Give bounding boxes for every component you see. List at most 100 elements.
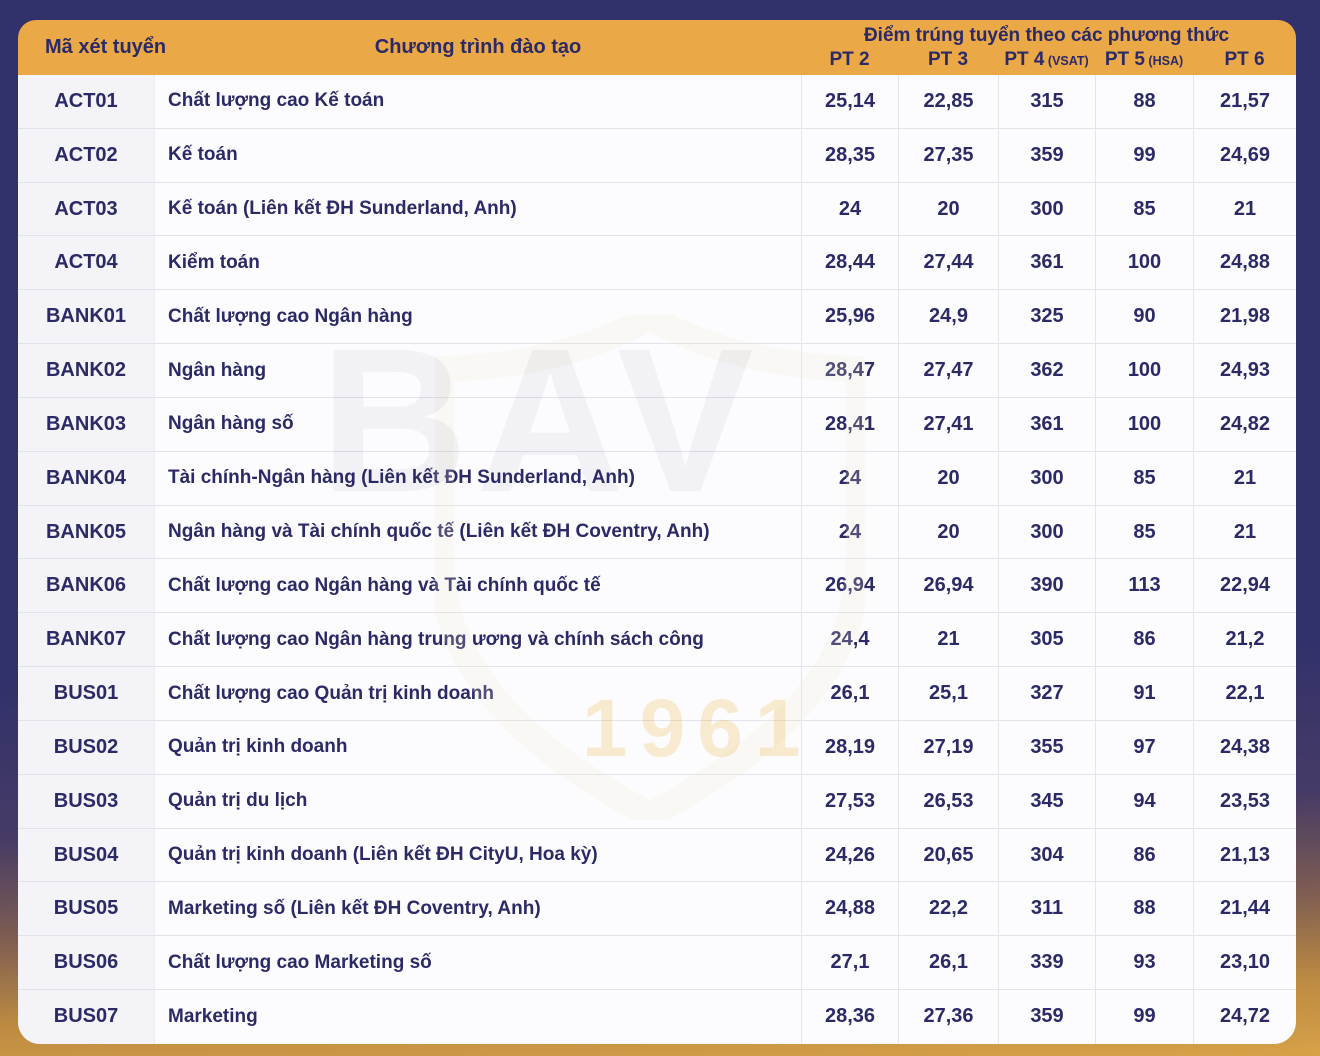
table-header: Mã xét tuyển Chương trình đào tạo Điểm t… xyxy=(18,20,1296,75)
row-score-pt5: 99 xyxy=(1095,990,1193,1044)
table-row: BUS01 Chất lượng cao Quản trị kinh doanh 2… xyxy=(18,667,1296,721)
row-code: BUS05 xyxy=(18,882,155,936)
row-score-pt4: 327 xyxy=(998,667,1095,720)
row-score-pt2: 28,41 xyxy=(801,397,898,451)
header-method-pt-6: PT 6 xyxy=(1224,49,1265,70)
row-score-pt3: 27,47 xyxy=(898,344,998,397)
row-program: Chất lượng cao Kế toán xyxy=(168,90,385,112)
row-score-pt6: 21,13 xyxy=(1193,828,1296,882)
row-score-pt2: 25,14 xyxy=(801,75,898,128)
row-score-pt5: 100 xyxy=(1095,236,1193,290)
row-score-pt5: 97 xyxy=(1095,720,1193,774)
row-score-pt2: 24 xyxy=(801,505,898,559)
row-score-pt3: 22,2 xyxy=(898,882,998,936)
admission-scores-table: Mã xét tuyển Chương trình đào tạo Điểm t… xyxy=(18,20,1296,1044)
row-score-pt5: 91 xyxy=(1095,667,1193,720)
row-score-pt6: 22,94 xyxy=(1193,559,1296,613)
row-score-pt6: 21 xyxy=(1193,451,1296,505)
row-score-pt3: 26,1 xyxy=(898,936,998,990)
table-body: ACT01 Chất lượng cao Kế toán 25,14 22,85 315… xyxy=(18,75,1296,1044)
row-score-pt5: 88 xyxy=(1095,75,1193,128)
row-score-pt6: 24,82 xyxy=(1193,397,1296,451)
row-score-pt3: 24,9 xyxy=(898,290,998,344)
row-score-pt6: 24,69 xyxy=(1193,128,1296,182)
row-score-pt4: 311 xyxy=(998,882,1095,936)
row-code: BUS04 xyxy=(18,828,155,882)
row-score-pt4: 304 xyxy=(998,828,1095,882)
row-score-pt2: 28,44 xyxy=(801,236,898,290)
row-score-pt4: 305 xyxy=(998,613,1095,667)
table-row: BUS07 Marketing 28,36 27,36 359 99 24,72 xyxy=(18,990,1296,1044)
row-code: BANK05 xyxy=(18,505,155,559)
header-program-column: Chương trình đào tạo xyxy=(374,36,582,58)
row-score-pt5: 99 xyxy=(1095,128,1193,182)
row-score-pt6: 23,53 xyxy=(1193,774,1296,828)
row-program: Kế toán (Liên kết ĐH Sunderland, Anh) xyxy=(168,198,517,220)
row-score-pt3: 27,19 xyxy=(898,720,998,774)
row-score-pt5: 113 xyxy=(1095,559,1193,613)
row-score-pt4: 362 xyxy=(998,344,1095,397)
row-score-pt5: 86 xyxy=(1095,828,1193,882)
row-score-pt2: 28,19 xyxy=(801,720,898,774)
row-program: Kế toán xyxy=(168,144,238,166)
row-program: Quản trị kinh doanh (Liên kết ĐH CityU, … xyxy=(168,844,598,865)
row-score-pt5: 94 xyxy=(1095,774,1193,828)
row-score-pt2: 27,53 xyxy=(801,774,898,828)
row-score-pt3: 27,35 xyxy=(898,128,998,182)
row-code: BUS02 xyxy=(18,720,155,774)
row-score-pt6: 21,57 xyxy=(1193,75,1296,128)
row-score-pt4: 355 xyxy=(998,720,1095,774)
row-score-pt4: 315 xyxy=(998,75,1095,128)
row-code: BUS07 xyxy=(18,990,155,1044)
row-score-pt2: 24,26 xyxy=(801,828,898,882)
row-code: ACT04 xyxy=(18,236,155,290)
row-code: ACT02 xyxy=(18,128,155,182)
row-score-pt6: 21,98 xyxy=(1193,290,1296,344)
row-score-pt5: 85 xyxy=(1095,505,1193,559)
row-score-pt3: 20,65 xyxy=(898,828,998,882)
row-score-pt6: 24,93 xyxy=(1193,344,1296,397)
row-program: Ngân hàng xyxy=(168,359,267,381)
row-score-pt4: 325 xyxy=(998,290,1095,344)
row-score-pt3: 20 xyxy=(898,505,998,559)
row-program: Marketing xyxy=(168,1005,258,1027)
row-score-pt2: 27,1 xyxy=(801,936,898,990)
row-code: BANK06 xyxy=(18,559,155,613)
row-score-pt5: 85 xyxy=(1095,451,1193,505)
row-score-pt2: 28,36 xyxy=(801,990,898,1044)
row-code: BANK01 xyxy=(18,290,155,344)
row-score-pt3: 26,94 xyxy=(898,559,998,613)
row-program: Chất lượng cao Marketing số xyxy=(168,951,432,973)
header-method-note: (VSAT) xyxy=(1044,54,1089,68)
row-score-pt3: 27,44 xyxy=(898,236,998,290)
row-code: BANK02 xyxy=(18,344,155,397)
row-program: Tài chính-Ngân hàng (Liên kết ĐH Sunderl… xyxy=(168,467,635,489)
table-row: BANK03 Ngân hàng số 28,41 27,41 361 100 24,82 xyxy=(18,397,1296,452)
table-row: BANK01 Chất lượng cao Ngân hàng 25,96 24,9 3… xyxy=(18,290,1296,345)
row-score-pt6: 21 xyxy=(1193,182,1296,236)
header-method-pt-3: PT 3 xyxy=(927,49,969,70)
row-code: ACT03 xyxy=(18,182,155,236)
row-score-pt2: 24,88 xyxy=(801,882,898,936)
row-score-pt3: 22,85 xyxy=(898,75,998,128)
row-score-pt3: 27,36 xyxy=(898,990,998,1044)
header-method-pt-4: PT 4 (VSAT) xyxy=(1004,49,1089,70)
row-code: BANK03 xyxy=(18,397,155,451)
row-code: BUS03 xyxy=(18,774,155,828)
row-score-pt3: 21 xyxy=(898,613,998,667)
row-score-pt5: 85 xyxy=(1095,182,1193,236)
table-row: BANK04 Tài chính-Ngân hàng (Liên kết ĐH S… xyxy=(18,451,1296,506)
row-score-pt6: 23,10 xyxy=(1193,936,1296,990)
row-score-pt5: 90 xyxy=(1095,290,1193,344)
row-score-pt6: 21,2 xyxy=(1193,613,1296,667)
row-score-pt2: 28,47 xyxy=(801,344,898,397)
header-scores-group-title: Điểm trúng tuyển theo các phương thức xyxy=(863,25,1230,46)
row-code: BANK07 xyxy=(18,613,155,667)
header-method-pt-5: PT 5 (HSA) xyxy=(1104,49,1184,70)
table-row: ACT03 Kế toán (Liên kết ĐH Sunderland, An… xyxy=(18,182,1296,237)
row-score-pt3: 20 xyxy=(898,182,998,236)
row-program: Chất lượng cao Ngân hàng trung ương và c… xyxy=(168,628,704,650)
row-program: Marketing số (Liên kết ĐH Coventry, Anh) xyxy=(168,897,541,919)
row-score-pt5: 86 xyxy=(1095,613,1193,667)
row-score-pt3: 26,53 xyxy=(898,774,998,828)
